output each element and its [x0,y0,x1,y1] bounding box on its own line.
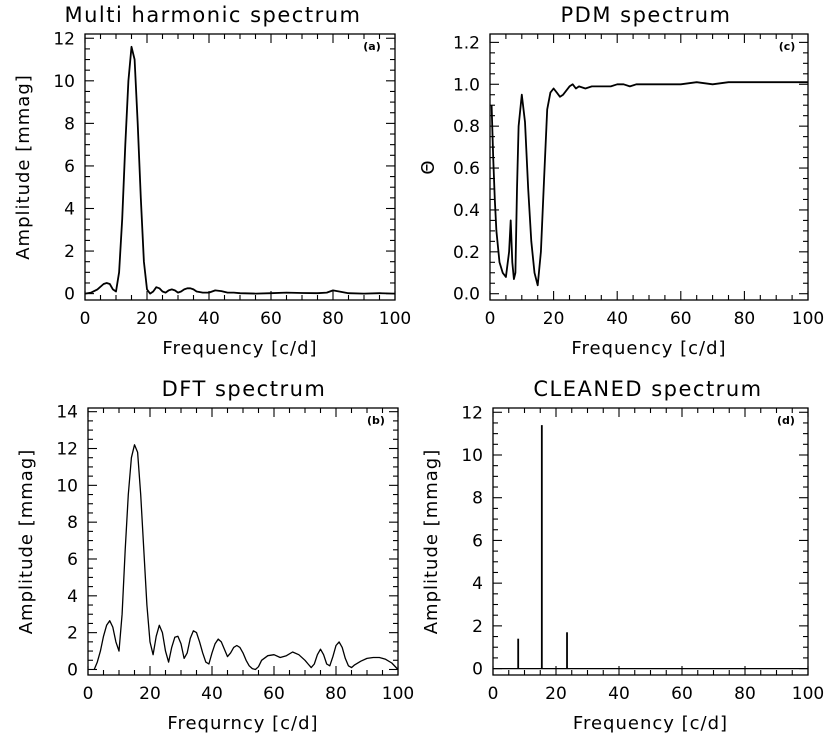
x-tick-label: 60 [260,309,282,329]
y-tick-label: 12 [53,29,75,49]
x-tick-label: 40 [606,309,628,329]
y-tick-label: 0 [67,660,78,680]
y-tick-label: 4 [64,199,75,219]
x-axis-label: Frequrncy [c/d] [167,713,318,734]
chart-title: Multi harmonic spectrum [65,3,362,27]
y-tick-label: 0.4 [453,201,480,221]
x-tick-label: 100 [792,684,824,704]
y-tick-label: 2 [67,624,78,644]
panel-d: CLEANED spectrum (d) 0 20 40 60 80 100 0 2 4 6 8 10 12… [421,377,824,734]
y-tick-label: 2 [472,617,483,637]
y-tick-label: 0.6 [453,159,480,179]
plot-frame [492,407,809,676]
panel-tag: (b) [367,414,385,427]
x-tick-label: 100 [382,684,414,704]
x-tick-label: 40 [198,309,220,329]
x-axis-label: Frequency [c/d] [573,713,728,734]
y-axis-label: Amplitude [mmag] [16,449,37,635]
y-tick-label: 0.2 [453,243,480,263]
x-tick-label: 20 [139,684,161,704]
panel-b: DFT spectrum (b) 0 20 40 60 80 100 0 2 4 6 8 10 12 14 Fr… [16,377,414,734]
y-tick-label: 8 [67,513,78,533]
y-tick-label: 6 [67,550,78,570]
x-tick-label: 40 [608,684,630,704]
x-tick-label: 80 [325,684,347,704]
x-tick-label: 0 [485,309,496,329]
x-tick-label: 80 [734,309,756,329]
chart-title: DFT spectrum [162,377,327,401]
panel-a: Multi harmonic spectrum(a) 0 20 40 60 80 100 0 2… [13,3,411,359]
x-tick-label: 60 [263,684,285,704]
y-axis-label: Amplitude [mmag] [13,74,34,260]
y-tick-label: 0 [64,285,75,305]
x-tick-label: 20 [136,309,158,329]
chart-title: PDM spectrum [561,3,732,27]
panel-tag: (d) [777,414,795,427]
plot-frame [489,33,809,301]
x-tick-label: 20 [545,684,567,704]
x-tick-label: 0 [488,684,499,704]
y-tick-label: 0.0 [453,285,480,305]
series-line [84,45,396,295]
chart-title: CLEANED spectrum [533,377,762,401]
x-tick-label: 100 [379,309,411,329]
x-tick-label: 100 [792,309,824,329]
panel-c: PDM spectrum (c) 0 20 40 60 80 100 0.0 0.2 0.4 0.6 0… [418,3,824,359]
series-line [93,444,399,671]
x-axis-label: Frequency [c/d] [162,338,317,359]
x-tick-label: 60 [670,309,692,329]
y-tick-label: 6 [472,531,483,551]
series-line [490,81,808,287]
y-tick-label: 10 [56,476,78,496]
x-tick-label: 0 [83,684,94,704]
y-tick-label: 2 [64,242,75,262]
panel-tag: (c) [779,40,796,53]
y-tick-label: 12 [56,440,78,460]
y-tick-label: 1.2 [453,33,480,53]
plot-frame [87,407,399,676]
x-tick-label: 40 [201,684,223,704]
y-tick-label: 6 [64,157,75,177]
panel-tag: (a) [363,40,380,53]
x-axis-label: Frequency [c/d] [571,338,726,359]
y-tick-label: 4 [67,587,78,607]
x-tick-label: 80 [734,684,756,704]
y-tick-label: 8 [64,114,75,134]
y-axis-label: Θ [418,159,439,174]
y-tick-label: 10 [53,72,75,92]
x-tick-label: 0 [80,309,91,329]
plot-frame [84,33,396,301]
y-tick-label: 14 [56,403,78,423]
y-tick-label: 0.8 [453,117,480,137]
y-tick-label: 8 [472,489,483,509]
x-tick-label: 80 [322,309,344,329]
y-tick-label: 10 [461,446,483,466]
x-tick-label: 60 [671,684,693,704]
y-axis-label: Amplitude [mmag] [421,449,442,635]
x-tick-label: 20 [543,309,565,329]
y-tick-label: 12 [461,403,483,423]
y-tick-label: 0 [472,660,483,680]
y-tick-label: 4 [472,574,483,594]
y-tick-label: 1.0 [453,75,480,95]
